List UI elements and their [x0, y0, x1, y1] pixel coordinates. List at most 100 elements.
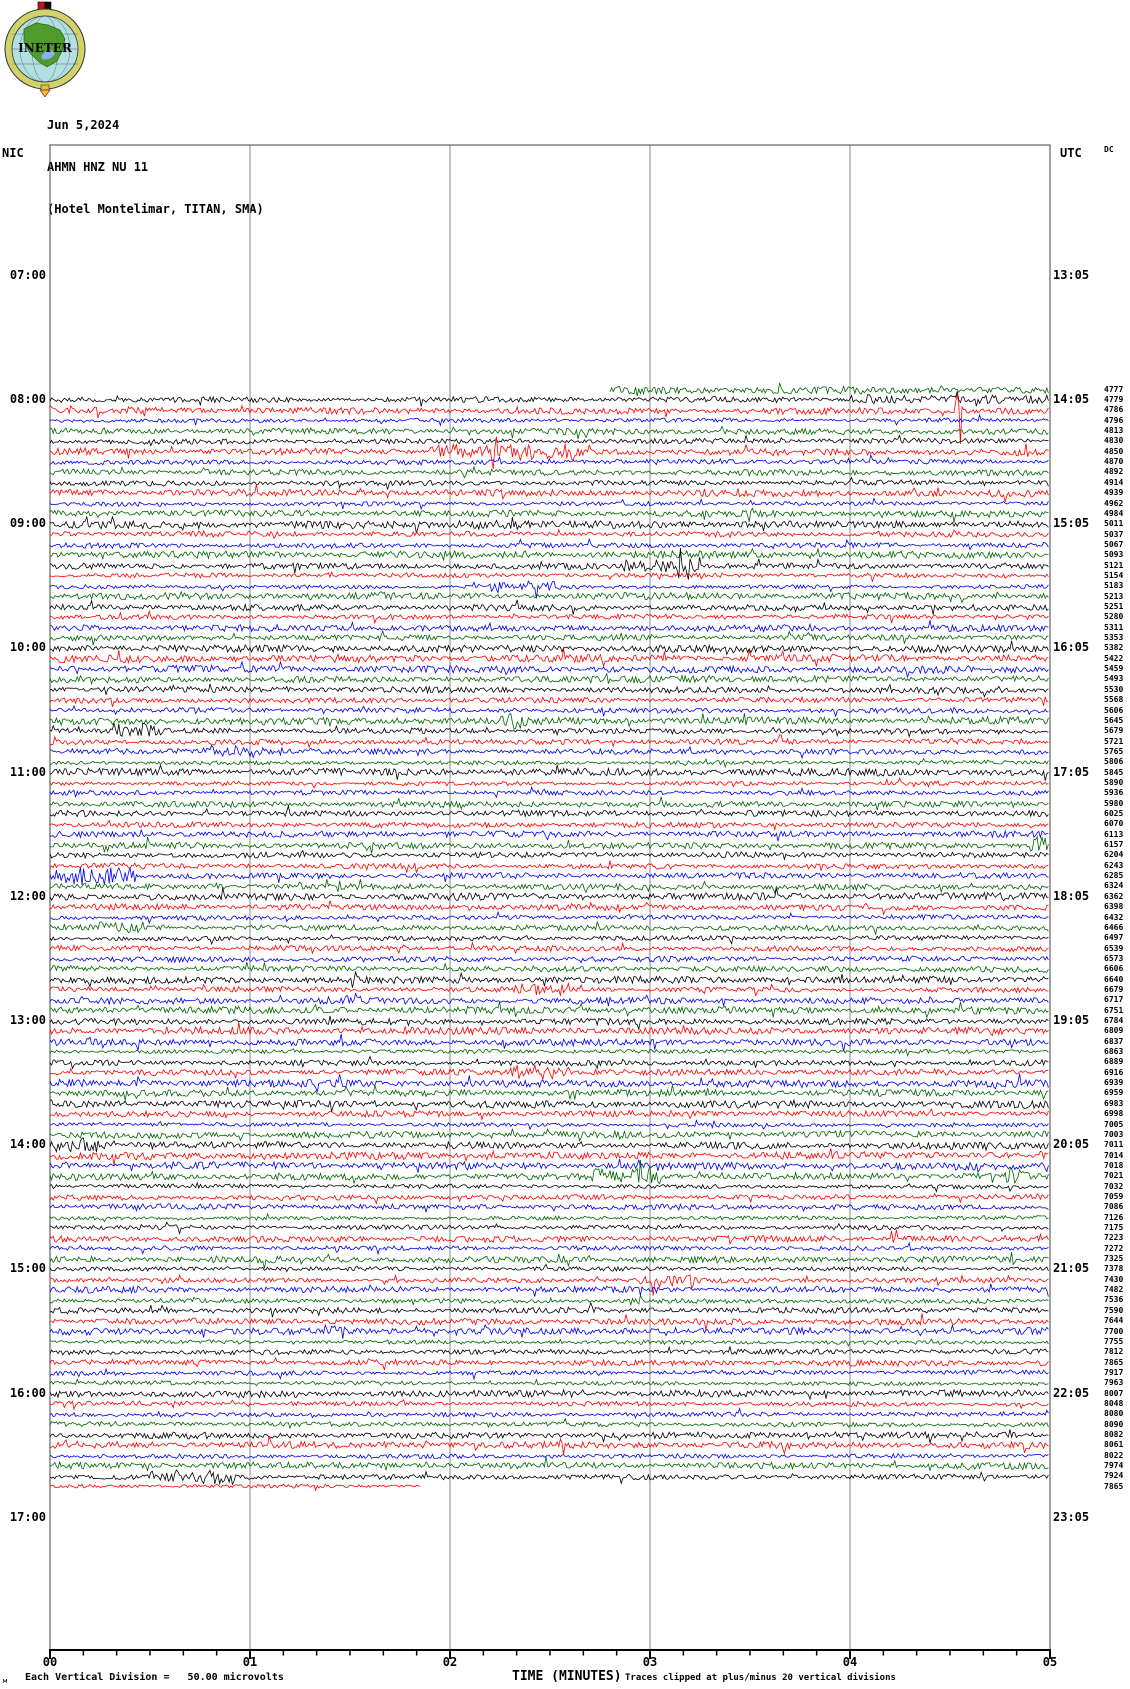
dc-value: 5845	[1104, 767, 1124, 777]
dc-value: 5251	[1104, 602, 1124, 611]
trace-row	[49, 796, 1049, 811]
trace-row	[49, 629, 1049, 646]
dc-value: 4870	[1104, 457, 1124, 467]
trace-row	[49, 1417, 1049, 1430]
trace-row	[49, 757, 1049, 769]
dc-value: 7059	[1104, 1191, 1124, 1201]
dc-value: 6432	[1104, 912, 1124, 922]
dc-value: 7175	[1104, 1223, 1124, 1232]
trace-row	[49, 1469, 1049, 1486]
dc-value: 6983	[1104, 1098, 1124, 1108]
trace-row	[49, 547, 1049, 580]
dc-value: 4786	[1104, 405, 1124, 415]
trace-row	[49, 1452, 1049, 1460]
trace-row	[49, 1015, 1049, 1031]
trace-row	[49, 992, 1049, 1007]
trace-row	[49, 1137, 1049, 1154]
dc-value: 5530	[1104, 684, 1124, 694]
trace-row	[49, 434, 1049, 447]
dc-value: 6916	[1104, 1067, 1124, 1077]
dc-value: 7482	[1104, 1285, 1124, 1295]
dc-value: 7590	[1104, 1305, 1124, 1315]
dc-value: 4850	[1104, 446, 1124, 456]
dc-value: 6362	[1104, 891, 1124, 901]
trace-row	[49, 507, 1049, 523]
dc-value: 5183	[1104, 581, 1124, 591]
trace-row	[49, 1294, 1049, 1307]
dc-value: 6889	[1104, 1057, 1124, 1067]
dc-value: 7223	[1104, 1233, 1124, 1243]
trace-row	[49, 1001, 1049, 1019]
trace-row	[49, 1263, 1049, 1273]
dc-value: 7378	[1104, 1264, 1124, 1274]
trace-row	[49, 704, 1049, 718]
trace-row	[49, 515, 1049, 534]
dc-value: 6998	[1104, 1109, 1124, 1119]
trace-row	[49, 1388, 1049, 1401]
left-timezone-label: NIC	[2, 146, 24, 160]
dc-value: 7272	[1104, 1243, 1124, 1253]
dc-value: 4796	[1104, 415, 1124, 425]
trace-row	[49, 391, 1049, 407]
trace-row	[49, 695, 1049, 707]
dc-value: 4779	[1104, 395, 1124, 404]
hour-label-nic: 07:00	[9, 267, 46, 282]
trace-row	[49, 879, 1049, 895]
dc-value: 6466	[1104, 922, 1124, 932]
dc-value: 5806	[1104, 757, 1124, 767]
hour-label-utc: 16:05	[1053, 640, 1090, 655]
trace-row	[49, 1202, 1049, 1213]
trace-row	[609, 382, 1049, 396]
dc-value: 6784	[1104, 1016, 1124, 1025]
trace-row	[49, 609, 1049, 625]
dc-value: 6717	[1104, 995, 1124, 1005]
trace-row	[49, 934, 1049, 945]
dc-value: 6025	[1104, 809, 1124, 818]
trace-row	[50, 1148, 1049, 1166]
trace-row	[49, 1107, 1049, 1122]
dc-value: 4892	[1104, 467, 1124, 477]
dc-column-header: DC	[1104, 145, 1114, 154]
hour-label-utc: 14:05	[1053, 392, 1090, 406]
dc-value: 5936	[1104, 788, 1124, 798]
dc-value: 5037	[1104, 529, 1124, 539]
dc-value: 8007	[1104, 1388, 1124, 1398]
dc-value: 6863	[1104, 1047, 1124, 1057]
hour-label-utc: 20:05	[1053, 1137, 1090, 1152]
dc-value: 7005	[1104, 1119, 1124, 1129]
dc-value: 7003	[1104, 1129, 1124, 1139]
trace-row	[49, 1273, 1049, 1296]
hour-label-nic: 14:00	[9, 1137, 46, 1152]
trace-row	[49, 1323, 1049, 1339]
x-axis-tick-label: 03	[642, 1655, 658, 1669]
hour-label-utc: 18:05	[1053, 888, 1090, 903]
hour-label-utc: 17:05	[1053, 764, 1090, 779]
trace-row	[49, 580, 1049, 599]
dc-value: 6204	[1104, 850, 1124, 860]
dc-value: 6573	[1104, 953, 1124, 963]
hour-label-nic: 09:00	[9, 516, 46, 531]
dc-value: 6809	[1104, 1026, 1124, 1036]
trace-row	[49, 1251, 1049, 1269]
trace-row	[49, 1127, 1049, 1142]
dc-value: 5459	[1104, 664, 1124, 674]
trace-row	[49, 777, 1049, 789]
dc-value: 6324	[1104, 881, 1124, 891]
footer-clip-note: Traces clipped at plus/minus 20 vertical…	[625, 1673, 896, 1683]
trace-row	[49, 866, 1049, 886]
hour-label-nic: 12:00	[9, 888, 46, 903]
trace-row	[49, 804, 1049, 818]
trace-row	[49, 1456, 1049, 1472]
trace-row	[49, 819, 1049, 832]
dc-value: 4984	[1104, 508, 1124, 518]
dc-value: 5493	[1104, 674, 1124, 684]
trace-row	[49, 413, 1049, 427]
dc-value: 5645	[1104, 715, 1124, 725]
logo-nicaragua-map	[23, 22, 66, 68]
trace-row	[49, 1098, 1049, 1112]
trace-row	[49, 1345, 1049, 1356]
trace-row	[50, 1119, 1049, 1131]
dc-value: 7963	[1104, 1378, 1124, 1388]
dc-value: 7644	[1104, 1316, 1124, 1326]
trace-row	[50, 1085, 1049, 1101]
